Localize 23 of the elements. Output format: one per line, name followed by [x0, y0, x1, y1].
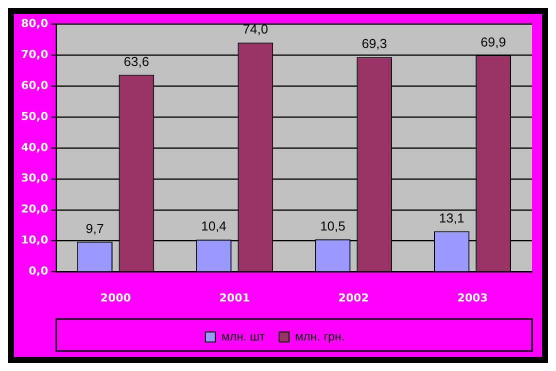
data-label: 69,9: [480, 34, 506, 50]
data-label: 10,4: [201, 218, 226, 234]
data-label: 63,6: [124, 54, 150, 69]
x-tick-label: 2002: [338, 291, 369, 304]
x-tick-label: 2001: [219, 291, 250, 304]
y-tick-label: 50,0: [21, 110, 48, 123]
data-label: 69,3: [362, 36, 388, 52]
data-label: 10,5: [320, 218, 346, 234]
data-label: 13,1: [439, 210, 464, 226]
x-tick-label: 2003: [457, 291, 488, 304]
y-tick-label: 30,0: [21, 172, 48, 185]
y-tick-label: 0,0: [28, 264, 48, 278]
y-tick-label: 40,0: [21, 140, 48, 154]
y-tick-label: 20,0: [21, 202, 48, 216]
y-tick-label: 70,0: [21, 48, 48, 61]
legend-label: млн. шт: [221, 329, 266, 344]
y-tick-label: 10,0: [21, 234, 48, 247]
y-tick-label: 60,0: [21, 78, 48, 92]
legend-label: млн. грн.: [295, 329, 345, 344]
data-label: 74,0: [242, 22, 268, 37]
x-tick-label: 2000: [100, 291, 132, 304]
y-tick-label: 80,0: [21, 16, 48, 30]
data-label: 9,7: [86, 220, 104, 236]
